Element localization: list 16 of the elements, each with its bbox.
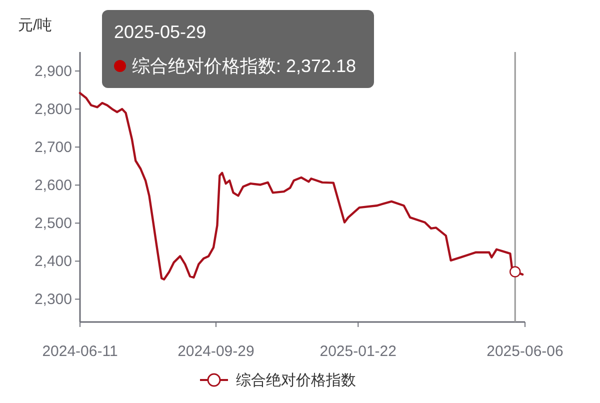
y-axis-title: 元/吨 [18,17,52,34]
legend-label: 综合绝对价格指数 [236,372,356,389]
y-tick-label: 2,800 [34,101,72,118]
x-tick-label: 2025-01-22 [320,343,396,360]
legend: 综合绝对价格指数 [200,372,356,389]
annotation: 综合绝对价格指数: 2,372.18 [132,56,356,76]
y-tick-label: 2,900 [34,63,72,80]
x-tick-label: 2024-06-11 [42,343,118,360]
x-tick-label: 2025-06-06 [486,343,564,360]
y-tick-label: 2,500 [34,215,72,232]
y-tick-label: 2,400 [34,253,72,270]
y-tick-label: 2,600 [34,177,72,194]
y-tick-label: 2,300 [34,291,72,308]
tooltip: 2025-05-29 综合绝对价格指数: 2,372.18 [102,10,374,88]
x-tick-label: 2024-09-29 [178,343,254,360]
y-tick-label: 2,700 [34,139,72,156]
